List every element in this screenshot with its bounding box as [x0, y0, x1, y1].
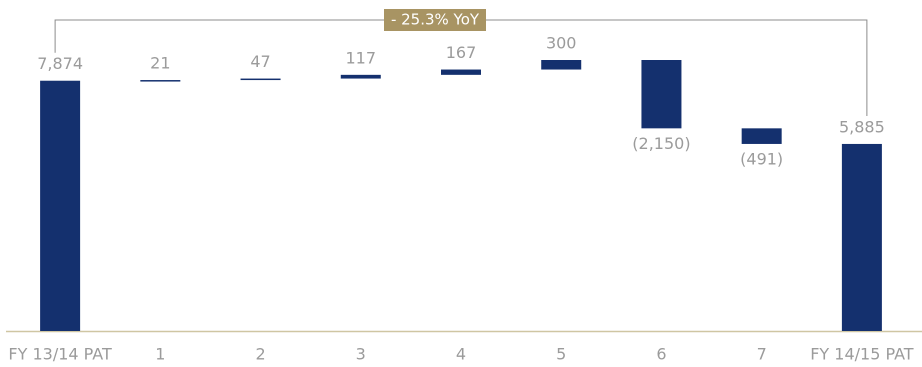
- x-tick-label: FY 13/14 PAT: [8, 345, 112, 364]
- value-label: 167: [446, 43, 477, 62]
- bar: [641, 60, 682, 129]
- value-label: 21: [150, 54, 170, 73]
- annotation-box: [384, 9, 486, 31]
- bar: [240, 78, 281, 81]
- value-label: 47: [250, 52, 270, 71]
- bar: [741, 128, 782, 144]
- annotation: - 25.3% YoY: [391, 11, 480, 29]
- bar: [441, 69, 481, 75]
- bar: [140, 80, 181, 82]
- x-tick-label: 3: [356, 345, 366, 364]
- value-label: (2,150): [632, 134, 690, 153]
- x-tick-label: 5: [556, 345, 566, 364]
- x-tick-label: 1: [155, 345, 165, 364]
- value-label: 300: [546, 34, 577, 53]
- bar: [841, 143, 882, 331]
- bar: [340, 74, 381, 79]
- x-tick-label: 2: [255, 345, 265, 364]
- value-label: 117: [346, 48, 377, 67]
- value-label: 5,885: [839, 117, 885, 136]
- x-tick-label: 4: [456, 345, 466, 364]
- value-label: 7,874: [37, 54, 83, 73]
- bar: [541, 60, 582, 70]
- bracket: [54, 19, 868, 116]
- value-label: (491): [740, 149, 783, 168]
- bar: [40, 80, 81, 331]
- x-tick-label: FY 14/15 PAT: [810, 345, 914, 364]
- x-tick-label: 6: [656, 345, 666, 364]
- x-tick-label: 7: [757, 345, 767, 364]
